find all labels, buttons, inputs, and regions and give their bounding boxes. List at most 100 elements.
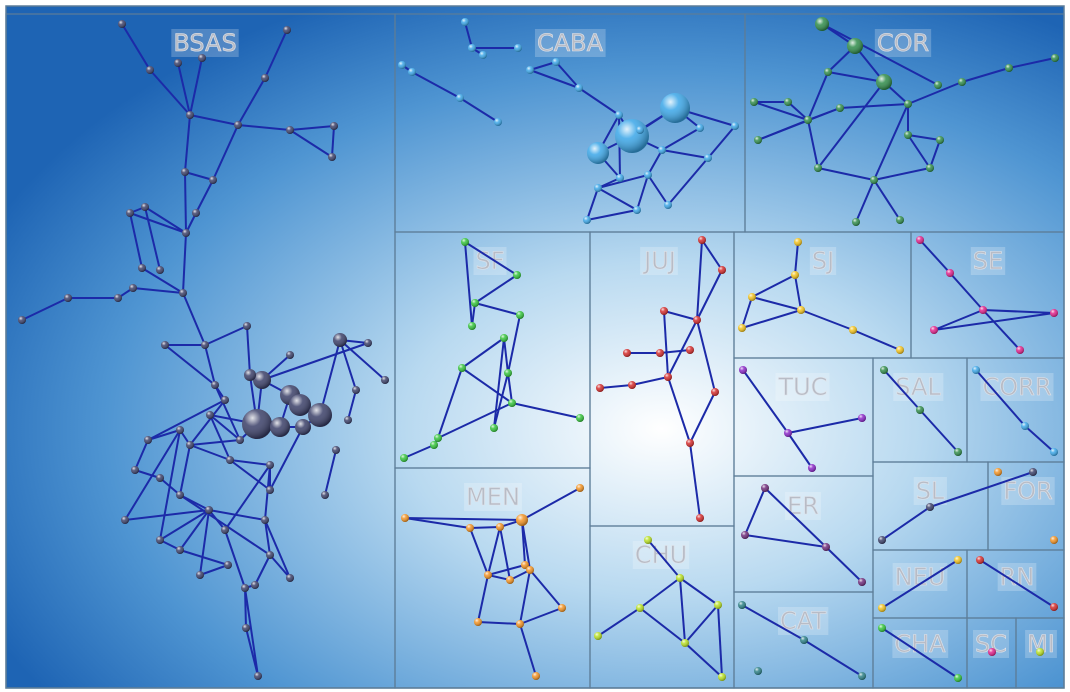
- node-shine-bsas: [176, 426, 184, 434]
- edge-bsas: [204, 344, 216, 386]
- edge-bsas: [289, 129, 333, 158]
- edge-bsas: [224, 464, 271, 531]
- panel-label-rn: RN: [1000, 563, 1035, 591]
- node-shine-bsas: [211, 381, 219, 389]
- node-shine-bsas: [121, 516, 129, 524]
- edge-bsas: [134, 469, 161, 479]
- node-shine-cor: [904, 100, 912, 108]
- node-shine-chu: [714, 601, 722, 609]
- node-shine-bsas: [129, 284, 137, 292]
- node-shine-caba: [494, 118, 502, 126]
- edge-sf: [461, 367, 513, 404]
- node-shine-caba: [479, 51, 487, 59]
- panel-label-bg-corr: [980, 373, 1054, 401]
- edge-bsas: [319, 339, 341, 416]
- node-shine-se: [1050, 309, 1058, 317]
- edge-bsas: [237, 124, 291, 131]
- node-shine-rn: [976, 556, 984, 564]
- edge-sj: [794, 241, 799, 276]
- node-shine-juj: [696, 514, 704, 522]
- edge-sj: [741, 309, 802, 329]
- node-shine-cor: [896, 216, 904, 224]
- edge-se: [949, 272, 984, 311]
- edge-bsas: [347, 389, 357, 421]
- edge-bsas: [129, 212, 143, 269]
- edge-bsas: [132, 287, 184, 294]
- node-shine-men: [558, 604, 566, 612]
- edge-bsas: [339, 339, 386, 381]
- node-layer: [18, 17, 1059, 682]
- treemap-cells: [5, 13, 1065, 689]
- edge-corr: [975, 369, 1026, 427]
- edge-bsas: [324, 449, 337, 496]
- edge-bsas: [244, 587, 259, 677]
- node-shine-juj: [623, 349, 631, 357]
- edge-bsas: [121, 23, 151, 71]
- node-shine-bsas: [332, 446, 340, 454]
- node-shine-bsas: [242, 624, 250, 632]
- node-shine-se: [930, 326, 938, 334]
- edge-caba: [459, 97, 499, 123]
- node-shine-sf: [400, 454, 408, 462]
- node-shine-sf: [516, 311, 524, 319]
- edge-bsas: [182, 292, 206, 346]
- node-shine-caba: [704, 154, 712, 162]
- edge-neu: [881, 559, 959, 609]
- edge-sj: [741, 296, 753, 329]
- edge-sl: [929, 471, 1034, 508]
- node-shine-cor: [904, 131, 912, 139]
- node-shine-bsas: [176, 546, 184, 554]
- node-shine-bsas: [261, 516, 269, 524]
- node-shine-juj: [693, 316, 701, 324]
- node-shine-men: [401, 514, 409, 522]
- node-shine-caba: [644, 171, 652, 179]
- edge-men: [469, 526, 501, 529]
- edge-bsas: [209, 414, 241, 441]
- edge-bsas: [184, 171, 187, 234]
- panel-label-sj: SJ: [812, 247, 834, 275]
- edge-cor: [807, 71, 829, 121]
- edge-bsas: [289, 125, 335, 131]
- node-shine-caba: [575, 84, 583, 92]
- node-shine-bsas: [286, 574, 294, 582]
- edge-bsas: [204, 325, 248, 346]
- edge-bsas: [134, 439, 149, 471]
- node-shine-sf: [513, 271, 521, 279]
- node-shine-tuc: [739, 366, 747, 374]
- edge-juj: [696, 239, 703, 321]
- node-shine-er: [741, 531, 749, 539]
- node-shine-bsas: [328, 153, 336, 161]
- edge-bsas: [124, 509, 210, 521]
- node-shine-sj: [748, 293, 756, 301]
- node-shine-chu: [644, 536, 652, 544]
- edge-bsas: [269, 554, 291, 579]
- node-shine-men: [521, 561, 529, 569]
- edge-chu: [717, 604, 723, 678]
- panel-label-sl: SL: [916, 477, 945, 505]
- edge-men: [469, 527, 489, 576]
- edge-men: [519, 569, 531, 625]
- edge-caba: [597, 174, 649, 189]
- edge-men: [519, 607, 563, 625]
- node-shine-cor: [958, 78, 966, 86]
- edge-er: [825, 546, 863, 583]
- node-shine-sl: [878, 536, 886, 544]
- edge-caba: [647, 149, 663, 176]
- node-shine-bsas: [364, 339, 372, 347]
- edge-bsas: [144, 206, 187, 234]
- node-shine-bsas: [64, 294, 72, 302]
- node-shine-caba: [633, 206, 641, 214]
- node-shine-bsas: [243, 322, 251, 330]
- edge-bsas: [264, 519, 291, 579]
- edge-bsas: [129, 212, 187, 234]
- node-shine-bsas: [118, 20, 126, 28]
- node-shine-bsas: [181, 168, 189, 176]
- panel-label-cor: COR: [877, 29, 929, 57]
- node-shine-bsas: [244, 369, 256, 381]
- edge-cor: [817, 167, 875, 181]
- node-shine-bsas: [192, 209, 200, 217]
- node-shine-sl: [1029, 468, 1037, 476]
- node-shine-bsas: [186, 111, 194, 119]
- edge-chu: [684, 604, 719, 644]
- node-shine-caba: [594, 184, 602, 192]
